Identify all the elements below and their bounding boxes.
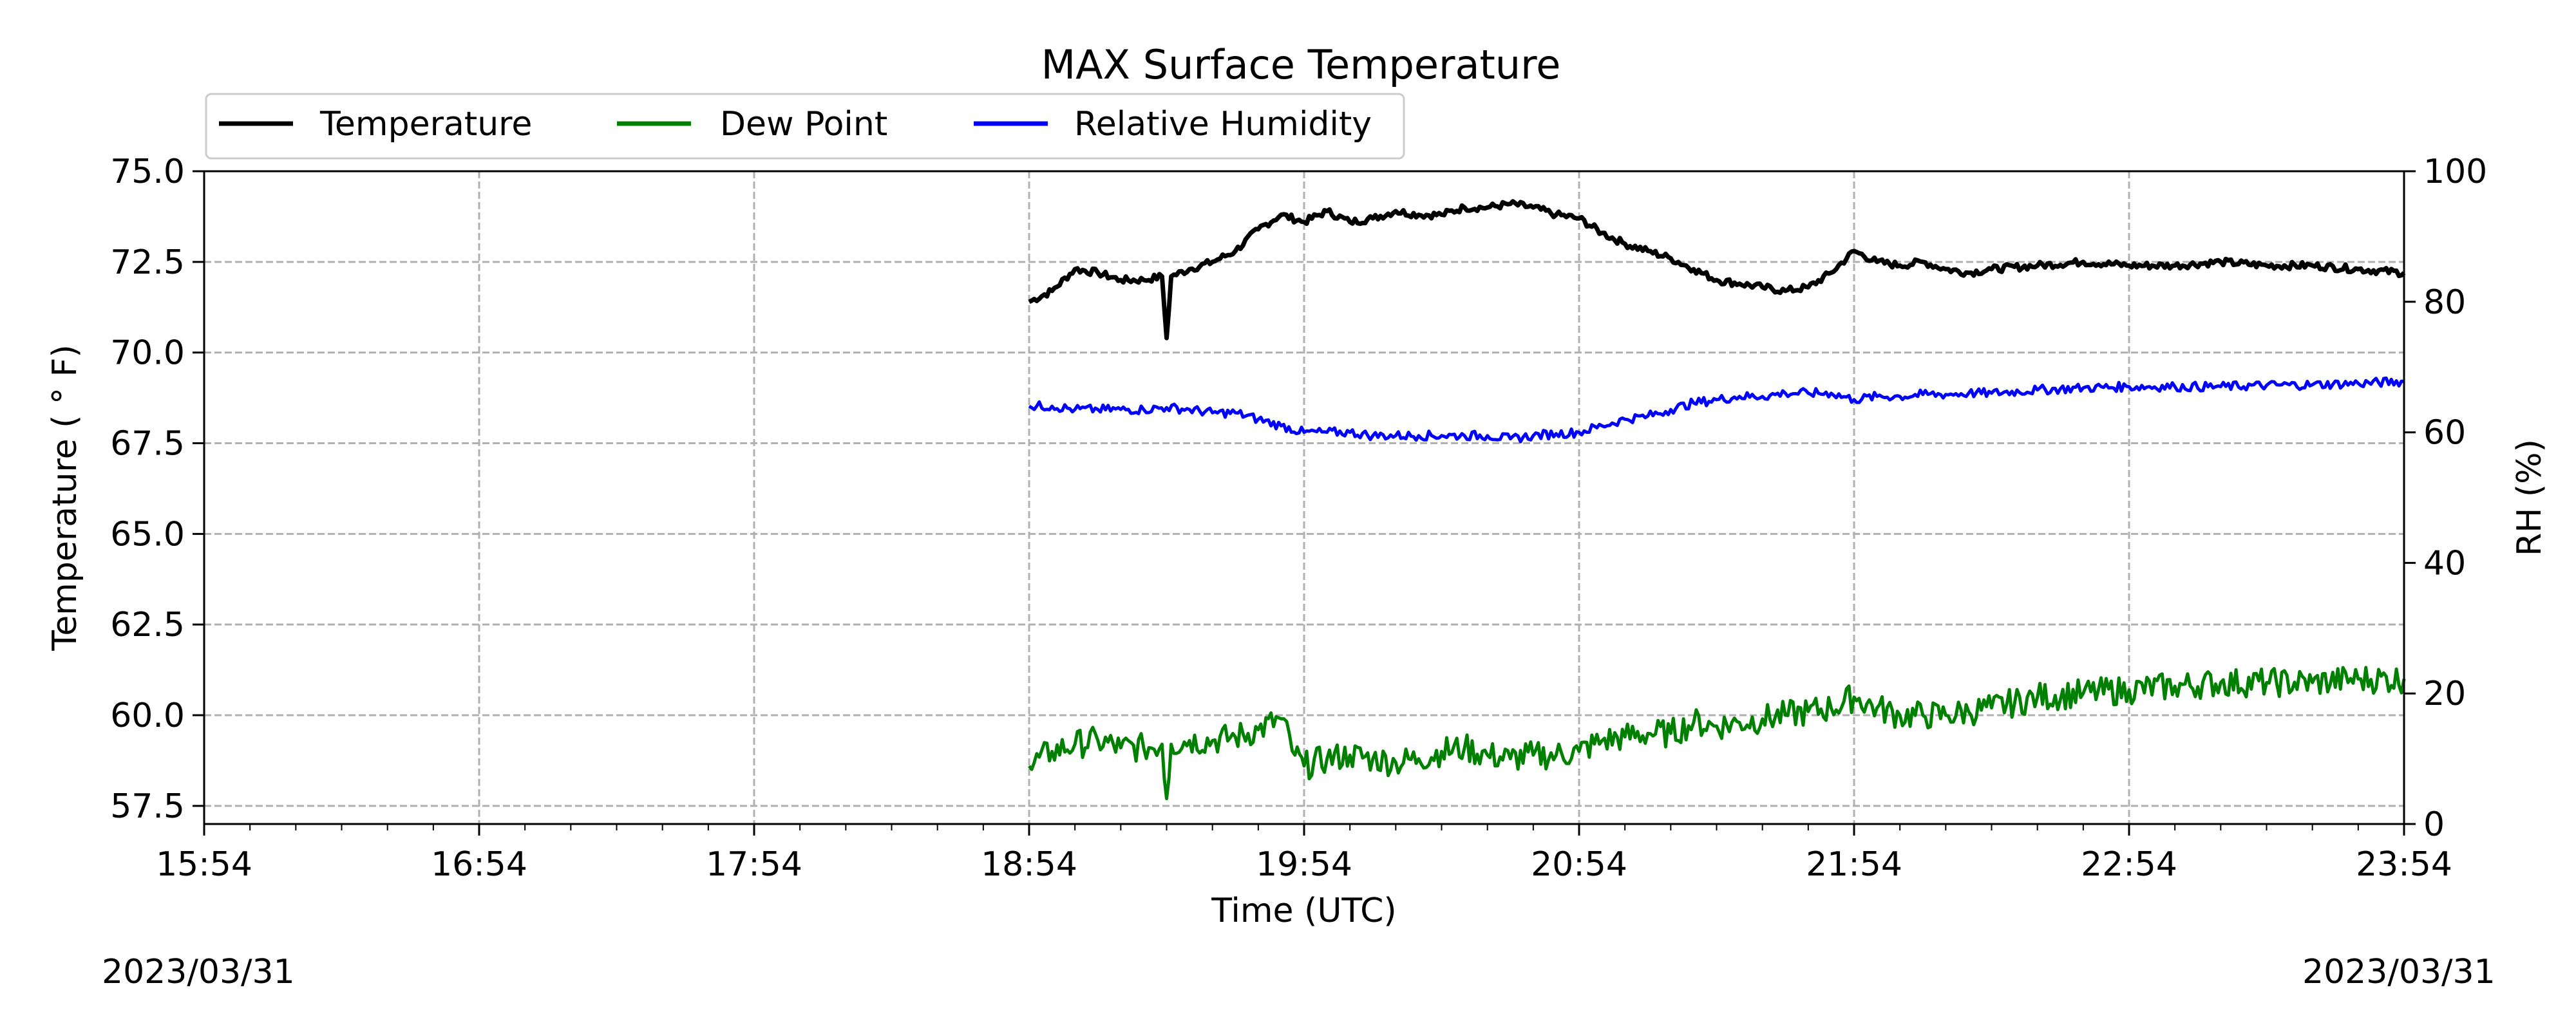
- y2-tick-label: 0: [2423, 805, 2445, 844]
- y-axis-left: 57.5 60.0 62.5 65.0 67.5 70.0 72.5 75.0: [110, 153, 204, 826]
- y2-axis-label: RH (%): [2510, 439, 2549, 556]
- y-axis-right: 0 20 40 60 80 100: [2404, 153, 2487, 844]
- y-tick-label: 70.0: [110, 334, 185, 373]
- start-date: 2023/03/31: [102, 953, 295, 991]
- legend-label-relative-humidity: Relative Humidity: [1074, 105, 1372, 144]
- series-line-dew-point: [1028, 666, 2406, 801]
- y-tick-label: 72.5: [110, 243, 185, 282]
- end-date: 2023/03/31: [2302, 953, 2496, 991]
- y2-tick-label: 60: [2423, 414, 2466, 453]
- x-tick-label: 15:54: [156, 845, 252, 884]
- series-line-relative-humidity: [1028, 376, 2405, 444]
- y-tick-label: 75.0: [110, 153, 185, 191]
- y2-tick-label: 80: [2423, 283, 2466, 322]
- legend-label-dew-point: Dew Point: [720, 105, 887, 144]
- grid: [203, 170, 2405, 824]
- x-tick-label: 21:54: [1806, 845, 1902, 884]
- y-tick-label: 62.5: [110, 606, 185, 644]
- x-tick-label: 19:54: [1256, 845, 1352, 884]
- series-layer: [1028, 199, 2406, 801]
- y-axis-label: Temperature ( ° F): [46, 344, 84, 651]
- x-tick-label: 16:54: [431, 845, 527, 884]
- y2-tick-label: 100: [2423, 153, 2487, 191]
- y2-tick-label: 20: [2423, 675, 2466, 713]
- x-tick-label: 20:54: [1531, 845, 1627, 884]
- y-tick-label: 60.0: [110, 697, 185, 735]
- x-tick-label: 22:54: [2081, 845, 2177, 884]
- y-tick-label: 67.5: [110, 425, 185, 464]
- x-axis: 15:54 16:54 17:54 18:54 19:54 20:54 21:54 22:54…: [156, 824, 2452, 884]
- x-tick-label: 17:54: [706, 845, 802, 884]
- chart-title: MAX Surface Temperature: [1041, 41, 1561, 88]
- y-tick-label: 57.5: [110, 787, 185, 826]
- x-tick-label: 23:54: [2356, 845, 2452, 884]
- legend-box: [205, 93, 1405, 160]
- legend-label-temperature: Temperature: [319, 105, 532, 144]
- y2-tick-label: 40: [2423, 544, 2466, 583]
- x-tick-label: 18:54: [981, 845, 1077, 884]
- legend: Temperature Dew Point Relative Humidity: [205, 93, 1405, 160]
- x-axis-label: Time (UTC): [1211, 892, 1396, 930]
- y-tick-label: 65.0: [110, 515, 185, 554]
- series-line-temperature: [1028, 199, 2406, 341]
